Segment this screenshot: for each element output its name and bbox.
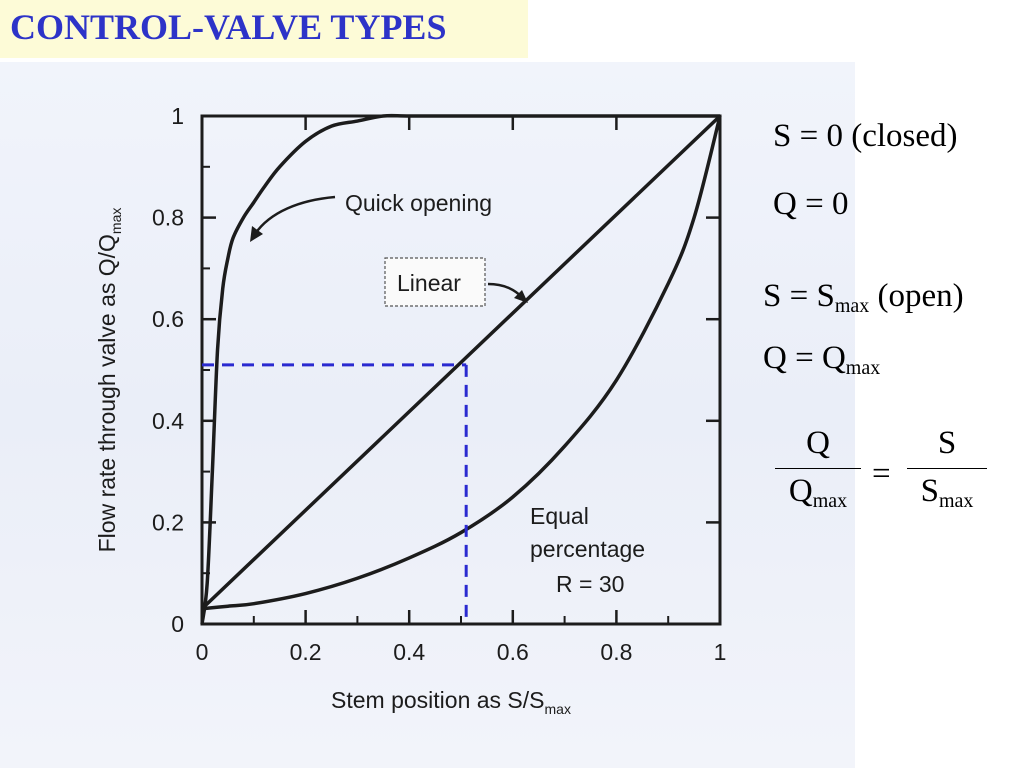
scanned-figure-background <box>0 62 855 768</box>
y-tick-label-2: 0.4 <box>152 408 184 434</box>
ratio-lhs-fraction: Q Qmax <box>775 425 861 513</box>
ratio-equals-sign: = <box>872 456 891 492</box>
arrowhead-linear <box>514 290 528 303</box>
y-tick-label-0: 0 <box>171 611 184 637</box>
ratio-lhs-bar <box>775 468 861 469</box>
x-axis-title: Stem position as S/Smax <box>331 687 571 717</box>
curve-2 <box>201 115 722 611</box>
eq-closed-s: S = 0 (closed) <box>773 118 958 154</box>
x-tick-label-3: 0.6 <box>497 639 529 665</box>
eq-open-s: S = Smax (open) <box>763 278 964 317</box>
curve-1 <box>200 114 722 611</box>
ratio-lhs-denominator: Qmax <box>775 469 861 513</box>
y-tick-label-3: 0.6 <box>152 306 184 332</box>
ratio-lhs-den-text: Q <box>788 473 813 509</box>
arrowhead-quick-opening <box>250 226 263 242</box>
eq-open-s-prefix: S = S <box>763 278 835 314</box>
eq-closed-q: Q = 0 <box>773 186 849 222</box>
eq-open-s-suffix: (open) <box>869 278 964 314</box>
x-tick-label-2: 0.4 <box>393 639 425 665</box>
x-tick-label-1: 0.2 <box>290 639 322 665</box>
ratio-rhs-den-text: S <box>920 473 939 509</box>
valve-characteristics-chart: 0 0.2 0.4 0.6 0.8 1 0 0.2 0.4 0.6 0.8 1 Stem positio… <box>94 103 727 717</box>
slide-title: CONTROL-VALVE TYPES <box>10 7 447 47</box>
annotation-equal: Equal <box>530 503 589 529</box>
eq-open-q-prefix: Q = Q <box>763 340 846 376</box>
eq-open-s-sub: max <box>834 295 870 317</box>
y-tick-label-4: 0.8 <box>152 205 184 231</box>
ratio-rhs-fraction: S Smax <box>907 425 987 513</box>
ratio-rhs-bar <box>907 468 987 469</box>
x-tick-label-5: 1 <box>714 639 727 665</box>
annotation-percentage: percentage <box>530 536 645 562</box>
curve-0 <box>200 113 720 625</box>
annotation-r-value: R = 30 <box>556 571 624 597</box>
y-tick-label-5: 1 <box>171 103 184 129</box>
annotation-linear: Linear <box>397 270 461 296</box>
annotation-quick-opening: Quick opening <box>345 190 492 216</box>
ratio-rhs-numerator: S <box>937 425 957 461</box>
y-tick-label-1: 0.2 <box>152 509 184 535</box>
arrow-quick-opening <box>253 195 336 235</box>
x-tick-label-0: 0 <box>196 639 209 665</box>
y-axis-title: Flow rate through valve as Q/Qmax <box>94 208 124 553</box>
ratio-lhs-den-sub: max <box>812 490 848 512</box>
ratio-rhs-den-sub: max <box>938 490 974 512</box>
title-banner: CONTROL-VALVE TYPES <box>0 0 528 58</box>
eq-open-q-sub: max <box>845 357 881 379</box>
ratio-lhs-numerator: Q <box>806 425 830 461</box>
linear-label-box <box>384 257 486 307</box>
ratio-rhs-denominator: Smax <box>907 469 987 513</box>
eq-open-q: Q = Qmax <box>763 340 881 379</box>
x-tick-label-4: 0.8 <box>600 639 632 665</box>
